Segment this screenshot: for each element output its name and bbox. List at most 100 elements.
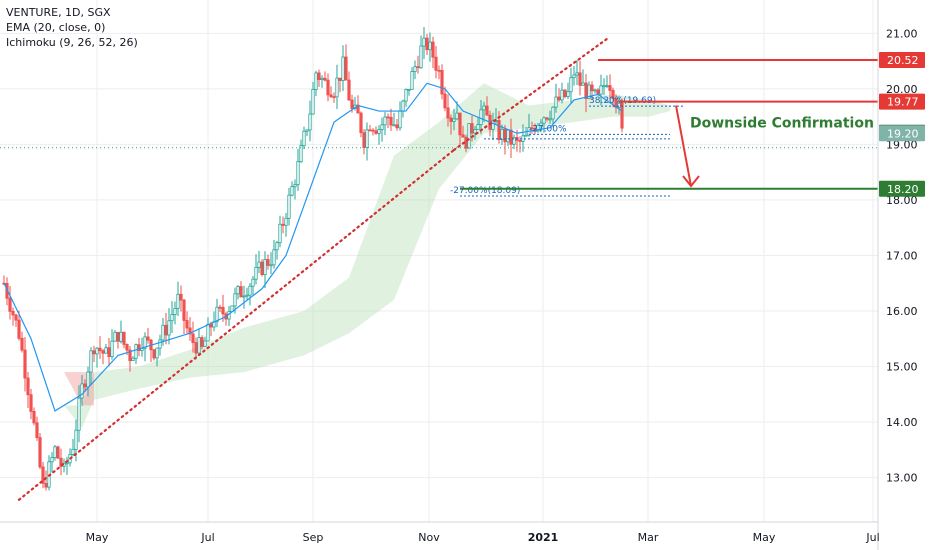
candle — [80, 375, 84, 406]
candle-body — [179, 293, 183, 301]
time-tick-label: Jul — [865, 531, 879, 544]
candle-body — [371, 129, 375, 132]
candle — [44, 470, 48, 491]
candle — [467, 123, 471, 149]
candle — [203, 336, 207, 347]
candle-body — [542, 117, 546, 124]
candle-body — [221, 306, 225, 315]
candle — [326, 73, 330, 102]
candle — [179, 285, 183, 312]
candle-body — [284, 217, 288, 226]
candle-body — [479, 109, 483, 125]
price-tick-label: 18.00 — [886, 194, 918, 207]
candle — [311, 81, 315, 115]
candle-body — [77, 397, 81, 431]
candle-body — [326, 79, 330, 96]
candle-body — [92, 350, 96, 355]
candle — [71, 439, 75, 457]
candle-body — [476, 124, 480, 130]
candle-body — [338, 77, 342, 81]
candle — [410, 67, 414, 90]
candle — [116, 331, 120, 349]
candle — [605, 75, 609, 88]
candle — [224, 311, 228, 326]
candle — [557, 88, 561, 102]
price-tick-label: 20.00 — [886, 83, 918, 96]
candle — [242, 285, 246, 309]
candle-body — [404, 89, 408, 102]
candle-body — [44, 482, 48, 488]
candle-body — [56, 446, 60, 459]
candle-body — [20, 337, 24, 351]
candle-body — [620, 102, 624, 129]
candle — [239, 281, 243, 298]
price-tick-label: 14.00 — [886, 416, 918, 429]
chart-legend: VENTURE, 1D, SGX EMA (20, close, 0) Ichi… — [6, 5, 138, 50]
candle-body — [38, 437, 42, 468]
candle — [248, 283, 252, 306]
ema-indicator-label[interactable]: EMA (20, close, 0) — [6, 21, 106, 34]
candle — [506, 129, 510, 147]
ema-line — [3, 82, 623, 412]
price-tick-label: 15.00 — [886, 361, 918, 374]
candle-body — [170, 314, 174, 322]
price-marker-tag-text: 19.20 — [887, 127, 919, 140]
candle-body — [188, 327, 192, 335]
candle — [11, 307, 15, 326]
candle — [35, 416, 39, 441]
candle — [347, 71, 351, 101]
candle — [182, 299, 186, 334]
candle-body — [311, 89, 315, 115]
candle-body — [131, 357, 135, 362]
candle-body — [329, 94, 333, 98]
candle-body — [548, 118, 552, 121]
candle-body — [437, 69, 441, 72]
candle-body — [491, 120, 495, 130]
resistance-price-tag-bg — [879, 51, 925, 68]
candle-body — [236, 286, 240, 295]
downside-confirmation-label: Downside Confirmation — [690, 115, 874, 131]
candle-body — [581, 82, 585, 86]
support-price-tag-bg — [879, 180, 925, 197]
candle — [206, 317, 210, 342]
candle — [374, 126, 378, 135]
candle-body — [305, 129, 309, 132]
candle — [413, 60, 417, 80]
candle — [104, 344, 108, 354]
candle-body — [602, 85, 606, 88]
candle — [8, 285, 12, 320]
candle — [545, 116, 549, 122]
candle — [29, 388, 33, 420]
candle-body — [107, 347, 111, 357]
candle — [530, 121, 534, 134]
candle — [287, 187, 291, 226]
candle-body — [374, 130, 378, 134]
candle-body — [146, 336, 150, 341]
candle — [617, 95, 621, 115]
ichimoku-indicator-label[interactable]: Ichimoku (9, 26, 52, 26) — [6, 36, 138, 49]
candle — [335, 64, 339, 109]
candle-body — [578, 72, 582, 86]
candle-body — [392, 124, 396, 127]
candle — [236, 285, 240, 300]
symbol-label[interactable]: VENTURE, 1D, SGX — [6, 6, 111, 19]
candle — [167, 308, 171, 345]
candle-body — [74, 429, 78, 450]
candle-body — [155, 347, 159, 359]
candle-body — [98, 347, 102, 352]
candle — [572, 65, 576, 86]
candle-body — [497, 120, 501, 140]
candle-body — [110, 340, 114, 357]
candle — [77, 385, 81, 443]
candle-body — [389, 116, 393, 126]
candle-body — [341, 56, 345, 81]
candle — [344, 44, 348, 81]
candle — [575, 60, 579, 86]
candle — [536, 123, 540, 133]
candle-body — [260, 261, 264, 275]
candle-body — [584, 82, 588, 99]
candle-body — [161, 324, 165, 341]
candle — [449, 114, 453, 135]
